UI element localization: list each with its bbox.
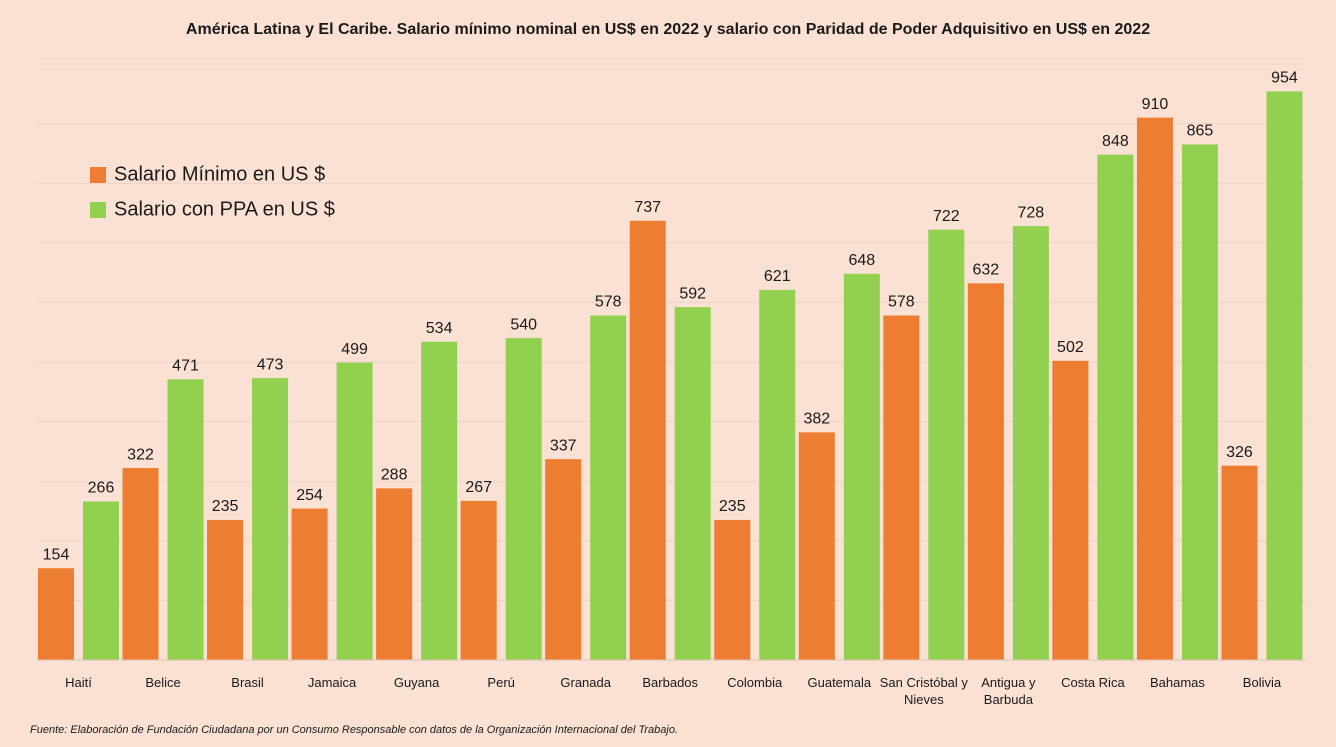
bar — [460, 500, 497, 660]
value-label: 337 — [550, 437, 577, 454]
value-label: 722 — [933, 208, 960, 225]
bar — [629, 220, 666, 661]
value-label: 254 — [296, 487, 323, 504]
x-tick-label-box: Brasil — [231, 675, 264, 690]
x-tick-label: San Cristóbal y Nieves — [879, 675, 968, 707]
bar — [38, 568, 74, 660]
value-label: 910 — [1142, 96, 1169, 113]
value-label: 648 — [848, 252, 875, 269]
bar — [1136, 117, 1173, 660]
bar — [421, 341, 458, 660]
value-label: 267 — [465, 479, 492, 496]
value-label: 578 — [595, 294, 622, 311]
bar — [505, 338, 542, 660]
value-label: 326 — [1226, 444, 1253, 461]
bar — [122, 468, 159, 660]
value-label: 235 — [212, 498, 239, 515]
value-label: 737 — [634, 199, 661, 216]
chart-title: América Latina y El Caribe. Salario míni… — [186, 21, 1150, 38]
x-tick-label: Colombia — [727, 675, 783, 690]
x-tick-label: Perú — [487, 675, 515, 690]
value-label: 534 — [426, 320, 453, 337]
value-label: 578 — [888, 294, 915, 311]
x-tick-label-box: Granada — [560, 675, 611, 690]
value-label: 540 — [510, 316, 537, 333]
bar — [1012, 226, 1049, 660]
legend-swatch — [90, 167, 106, 183]
bar — [545, 459, 582, 660]
bar — [928, 229, 965, 661]
bar — [83, 501, 119, 660]
bar — [883, 315, 920, 660]
legend-label: Salario Mínimo en US $ — [114, 163, 325, 185]
x-tick-label-box: Antigua y Barbuda — [981, 675, 1036, 707]
x-tick-label-box: Barbados — [642, 675, 699, 690]
value-label: 499 — [341, 341, 368, 358]
bar — [714, 519, 751, 660]
bar — [1266, 91, 1303, 660]
value-label: 728 — [1018, 204, 1045, 221]
x-tick-label: Bahamas — [1149, 675, 1205, 690]
bar — [843, 273, 880, 660]
x-tick-label-box: San Cristóbal y Nieves — [879, 675, 968, 707]
value-label: 592 — [679, 285, 706, 302]
x-tick-label-box: Jamaica — [307, 675, 357, 690]
source-note: Fuente: Elaboración de Fundación Ciudada… — [30, 724, 678, 736]
bar — [376, 488, 413, 660]
value-label: 322 — [127, 446, 154, 463]
x-tick-label-box: Perú — [487, 675, 515, 690]
bar — [798, 432, 835, 660]
value-label: 865 — [1187, 123, 1214, 140]
bar — [967, 283, 1004, 660]
value-label: 621 — [764, 268, 791, 285]
bar — [759, 289, 796, 660]
value-label: 632 — [973, 262, 1000, 279]
value-label: 848 — [1102, 133, 1129, 150]
x-tick-label: Belice — [145, 675, 181, 690]
value-label: 235 — [719, 498, 746, 515]
x-tick-label: Granada — [560, 675, 611, 690]
legend-label: Salario con PPA en US $ — [114, 198, 335, 220]
x-tick-label: Bolivia — [1242, 675, 1282, 690]
bar — [1097, 154, 1134, 661]
bar — [1052, 360, 1089, 660]
x-tick-label: Antigua y Barbuda — [981, 675, 1036, 707]
x-tick-label-box: Bahamas — [1149, 675, 1205, 690]
bar — [674, 307, 711, 660]
bar — [167, 379, 204, 660]
value-label: 473 — [257, 356, 284, 373]
x-tick-label-box: Bolivia — [1242, 675, 1282, 690]
value-label: 954 — [1271, 70, 1298, 87]
x-tick-label: Jamaica — [307, 675, 357, 690]
x-tick-label-box: Colombia — [727, 675, 783, 690]
value-label: 382 — [803, 411, 830, 428]
bar — [252, 378, 289, 660]
x-tick-label: Guatemala — [807, 675, 872, 690]
legend-swatch — [90, 202, 106, 218]
x-tick-label-box: Haití — [65, 675, 92, 690]
value-label: 502 — [1057, 339, 1084, 356]
bar — [1181, 144, 1218, 660]
x-tick-label: Haití — [65, 675, 92, 690]
x-tick-label-box: Guatemala — [807, 675, 872, 690]
bar — [336, 362, 373, 660]
x-tick-label-box: Costa Rica — [1061, 675, 1125, 690]
value-label: 288 — [381, 467, 408, 484]
bar — [1221, 465, 1258, 660]
x-tick-label: Brasil — [231, 675, 264, 690]
bar — [291, 508, 328, 660]
bar — [590, 315, 627, 660]
x-tick-label-box: Belice — [145, 675, 181, 690]
x-tick-label-box: Guyana — [393, 675, 440, 690]
x-tick-label: Barbados — [642, 675, 699, 690]
x-tick-label: Guyana — [393, 675, 440, 690]
value-label: 471 — [172, 358, 199, 375]
value-label: 266 — [88, 480, 115, 497]
x-tick-label: Costa Rica — [1061, 675, 1125, 690]
bar — [207, 519, 244, 660]
value-label: 154 — [43, 546, 70, 563]
